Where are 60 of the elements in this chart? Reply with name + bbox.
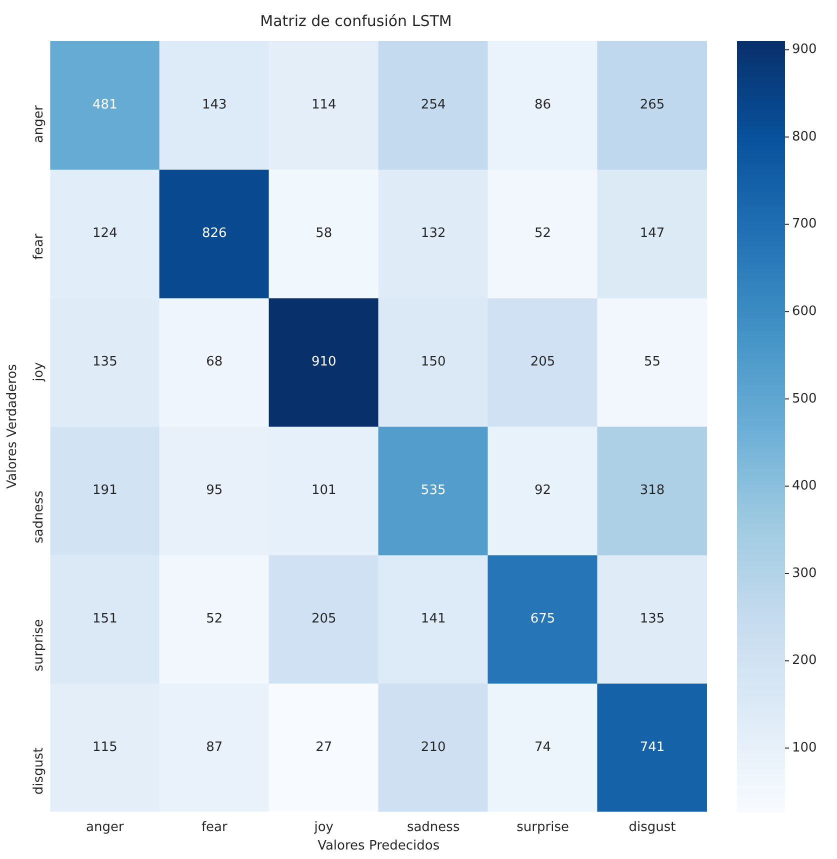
data-label: 191 xyxy=(92,483,118,498)
data-label: 114 xyxy=(311,98,336,113)
data-label: 481 xyxy=(92,98,118,113)
x-tick-label: anger xyxy=(86,820,124,835)
data-label: 675 xyxy=(530,611,556,626)
data-label: 205 xyxy=(311,611,336,626)
data-label: 74 xyxy=(534,740,552,755)
data-label: 27 xyxy=(316,740,332,755)
y-tick-label: joy xyxy=(32,362,47,382)
data-label: 135 xyxy=(92,354,118,370)
y-axis-title: Valores Verdaderos xyxy=(5,364,20,489)
color-bar-label: 600 xyxy=(792,304,817,319)
data-label: 52 xyxy=(534,226,552,242)
data-label: 826 xyxy=(202,226,227,242)
data-label: 318 xyxy=(640,483,665,498)
data-label: 58 xyxy=(316,226,332,242)
chart-title: Matriz de confusión LSTM xyxy=(260,12,452,30)
data-label: 147 xyxy=(640,226,665,242)
data-label: 115 xyxy=(92,740,118,755)
y-tick-label: fear xyxy=(32,233,47,260)
x-tick-label: disgust xyxy=(628,820,676,835)
color-bar-label: 700 xyxy=(792,216,817,232)
x-axis-title: Valores Predecidos xyxy=(318,838,440,854)
y-tick-label: anger xyxy=(32,104,47,144)
data-label: 124 xyxy=(92,226,118,242)
data-label: 741 xyxy=(640,740,665,755)
color-bar-label: 900 xyxy=(792,42,817,58)
data-label: 87 xyxy=(206,740,223,755)
data-label: 151 xyxy=(92,611,118,626)
x-tick-label: sadness xyxy=(406,820,460,835)
x-tick-label: fear xyxy=(201,820,228,835)
data-label: 143 xyxy=(202,98,227,113)
data-label: 95 xyxy=(206,483,223,498)
data-label: 265 xyxy=(640,98,665,113)
x-tick-label: joy xyxy=(313,820,334,835)
x-tick-label: surprise xyxy=(516,820,569,835)
y-tick-label: disgust xyxy=(32,748,47,795)
data-label: 132 xyxy=(420,226,446,242)
data-label: 210 xyxy=(420,740,446,755)
data-label: 68 xyxy=(206,354,223,370)
data-label: 150 xyxy=(420,354,446,370)
y-tick-label: surprise xyxy=(32,619,47,672)
data-label: 86 xyxy=(534,98,552,113)
color-bar-label: 500 xyxy=(792,391,817,406)
color-bar-label: 300 xyxy=(792,566,817,581)
data-label: 135 xyxy=(640,611,665,626)
data-label: 101 xyxy=(311,483,336,498)
data-label: 535 xyxy=(420,483,446,498)
data-label: 55 xyxy=(644,354,661,370)
data-label: 910 xyxy=(311,354,336,370)
data-label: 141 xyxy=(420,611,446,626)
color-bar-label: 200 xyxy=(792,653,817,668)
color-bar-label: 800 xyxy=(792,129,817,144)
data-label: 52 xyxy=(206,611,223,626)
data-label: 205 xyxy=(530,354,556,370)
data-label: 254 xyxy=(420,98,446,113)
data-label: 92 xyxy=(534,483,552,498)
color-bar-label: 100 xyxy=(792,740,817,756)
y-tick-label: sadness xyxy=(32,490,47,544)
color-bar-label: 400 xyxy=(792,478,817,494)
